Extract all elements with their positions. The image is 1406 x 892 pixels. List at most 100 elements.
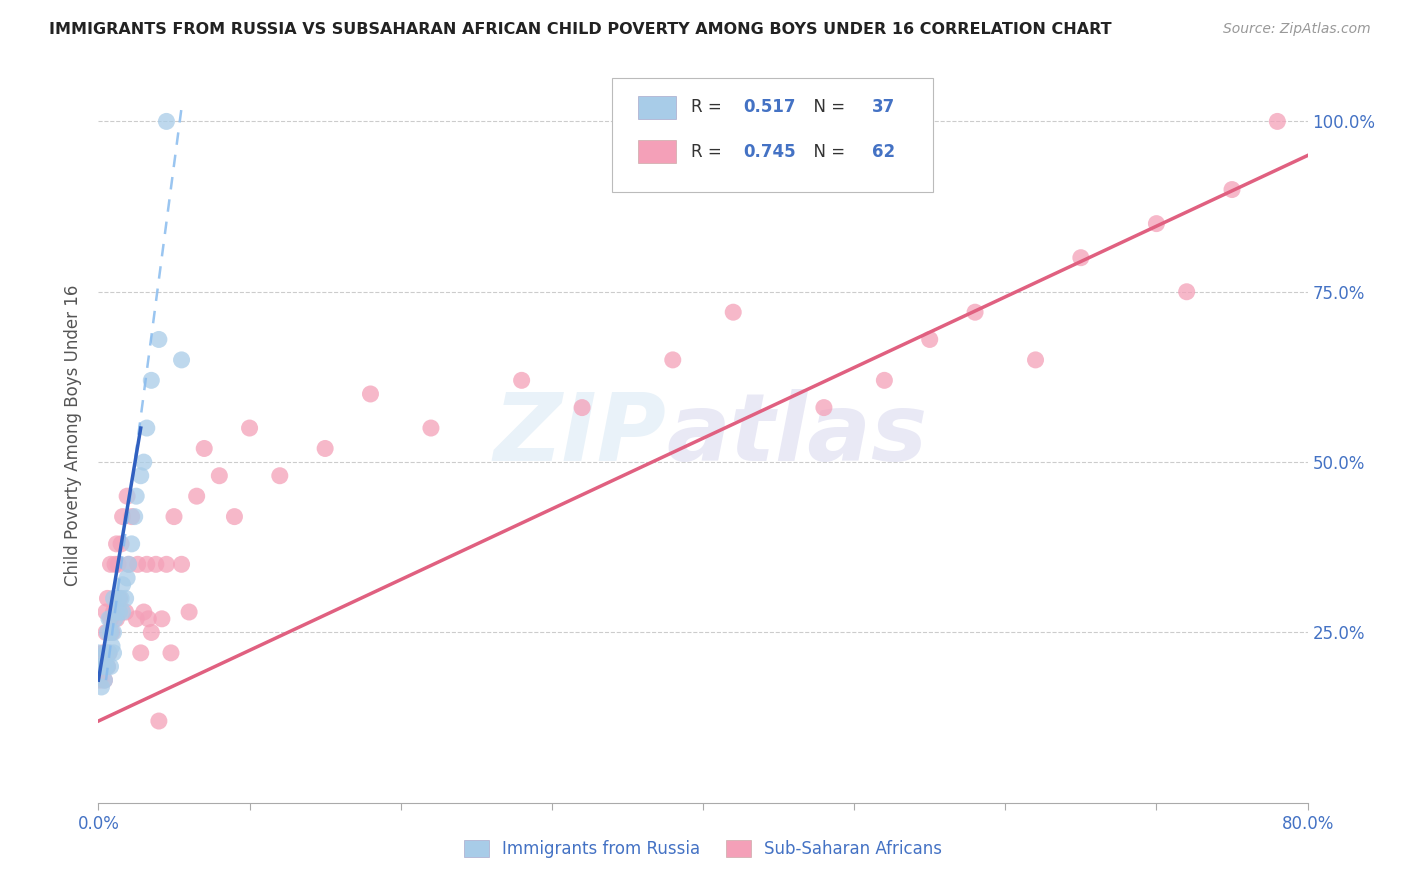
Point: [145, 558, 167, 572]
Text: R =: R =: [690, 98, 727, 116]
FancyBboxPatch shape: [638, 95, 676, 120]
Text: ZIP: ZIP: [494, 389, 666, 481]
Point: [661, 352, 683, 367]
Point: [110, 537, 132, 551]
Point: [314, 442, 336, 456]
FancyBboxPatch shape: [613, 78, 932, 192]
Point: [103, 625, 125, 640]
Point: [111, 509, 134, 524]
Point: [94, 605, 117, 619]
Point: [93, 673, 115, 688]
Point: [510, 373, 533, 387]
Point: [1175, 285, 1198, 299]
Point: [118, 558, 141, 572]
Point: [873, 373, 896, 387]
Point: [571, 401, 593, 415]
Point: [239, 421, 262, 435]
Point: [135, 421, 157, 435]
Point: [96, 659, 118, 673]
Point: [170, 352, 193, 367]
Point: [115, 489, 138, 503]
Point: [132, 455, 155, 469]
Point: [89, 673, 111, 688]
Text: R =: R =: [690, 143, 727, 161]
Point: [100, 659, 122, 673]
Point: [723, 305, 745, 319]
Text: 0.745: 0.745: [742, 143, 796, 161]
Legend: Immigrants from Russia, Sub-Saharan Africans: Immigrants from Russia, Sub-Saharan Afri…: [457, 833, 949, 864]
Point: [87, 646, 110, 660]
Text: IMMIGRANTS FROM RUSSIA VS SUBSAHARAN AFRICAN CHILD POVERTY AMONG BOYS UNDER 16 C: IMMIGRANTS FROM RUSSIA VS SUBSAHARAN AFR…: [49, 22, 1112, 37]
Point: [100, 612, 122, 626]
Point: [269, 468, 291, 483]
Point: [1220, 183, 1243, 197]
Point: [98, 646, 121, 660]
Point: [118, 558, 141, 572]
Point: [108, 591, 131, 606]
Point: [104, 612, 127, 626]
Text: 37: 37: [872, 98, 896, 116]
Point: [101, 625, 124, 640]
Point: [105, 605, 128, 619]
Point: [114, 591, 136, 606]
Point: [105, 537, 128, 551]
Point: [96, 625, 118, 640]
Point: [87, 659, 110, 673]
Text: atlas: atlas: [666, 389, 928, 481]
Point: [155, 114, 177, 128]
Point: [94, 625, 117, 640]
Point: [135, 558, 157, 572]
Point: [360, 387, 382, 401]
Text: 0.517: 0.517: [742, 98, 796, 116]
Point: [129, 646, 152, 660]
Point: [100, 558, 122, 572]
Point: [108, 605, 131, 619]
Text: Source: ZipAtlas.com: Source: ZipAtlas.com: [1223, 22, 1371, 37]
Point: [420, 421, 443, 435]
Point: [121, 509, 143, 524]
Point: [110, 591, 132, 606]
Point: [98, 612, 121, 626]
Point: [160, 646, 183, 660]
Point: [93, 673, 115, 688]
Point: [148, 333, 170, 347]
Point: [813, 401, 835, 415]
Point: [129, 468, 152, 483]
Point: [208, 468, 231, 483]
Point: [124, 509, 146, 524]
Point: [170, 558, 193, 572]
Point: [96, 591, 118, 606]
Point: [98, 646, 121, 660]
Point: [193, 442, 215, 456]
Point: [141, 373, 163, 387]
Point: [107, 558, 129, 572]
Point: [104, 558, 127, 572]
Point: [103, 646, 125, 660]
Point: [114, 605, 136, 619]
Point: [103, 605, 125, 619]
Point: [1024, 352, 1046, 367]
Y-axis label: Child Poverty Among Boys Under 16: Child Poverty Among Boys Under 16: [65, 285, 83, 585]
Point: [105, 612, 128, 626]
Point: [91, 659, 114, 673]
Text: N =: N =: [803, 98, 851, 116]
Point: [1267, 114, 1289, 128]
Point: [132, 605, 155, 619]
Point: [96, 659, 118, 673]
Point: [91, 646, 114, 660]
Point: [100, 625, 122, 640]
Point: [127, 558, 149, 572]
Point: [163, 509, 186, 524]
Point: [918, 333, 941, 347]
Point: [115, 571, 138, 585]
Point: [94, 646, 117, 660]
Point: [125, 612, 148, 626]
Point: [94, 659, 117, 673]
Point: [111, 605, 134, 619]
Point: [150, 612, 173, 626]
Point: [224, 509, 246, 524]
Point: [90, 680, 112, 694]
Point: [965, 305, 987, 319]
Point: [107, 591, 129, 606]
Point: [148, 714, 170, 728]
